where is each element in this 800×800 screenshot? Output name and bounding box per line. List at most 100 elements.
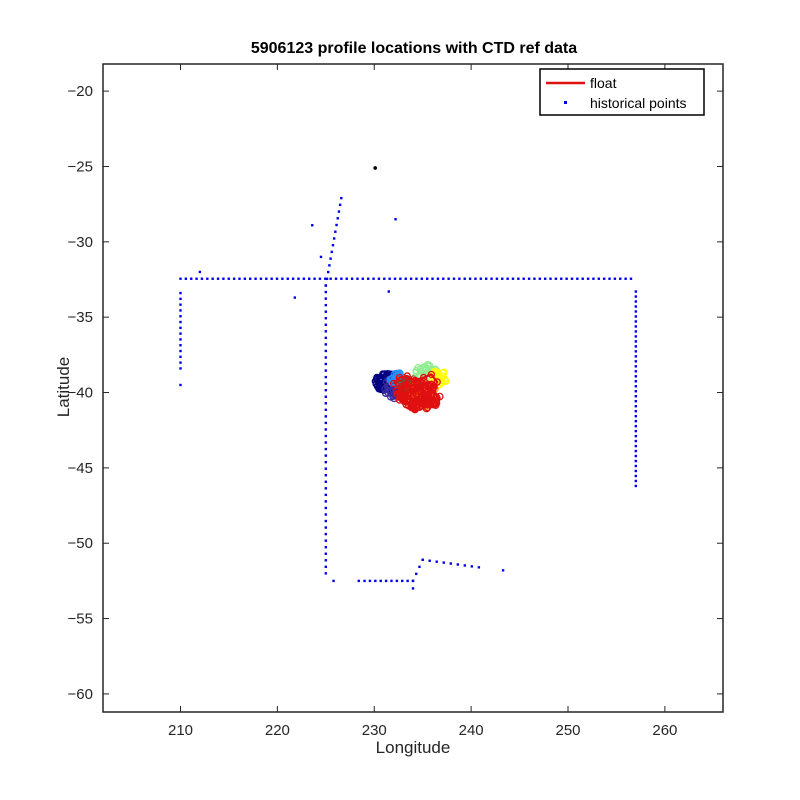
historical-point bbox=[490, 277, 493, 280]
historical-point bbox=[511, 277, 515, 280]
historical-point bbox=[324, 559, 328, 562]
x-tick-label: 240 bbox=[459, 722, 484, 739]
historical-point bbox=[415, 277, 418, 280]
historical-point bbox=[449, 562, 452, 565]
historical-point bbox=[275, 277, 279, 280]
historical-point bbox=[634, 365, 638, 368]
y-axis-label: Latitude bbox=[54, 357, 73, 418]
historical-point bbox=[379, 579, 382, 583]
float-point bbox=[425, 382, 434, 391]
legend-historical-swatch bbox=[564, 101, 567, 104]
historical-point bbox=[479, 277, 483, 280]
legend-historical-label: historical points bbox=[590, 95, 687, 111]
cluster-point bbox=[378, 371, 387, 380]
historical-point bbox=[576, 277, 579, 280]
historical-point bbox=[324, 552, 328, 555]
historical-point bbox=[634, 400, 638, 403]
historical-point bbox=[522, 277, 525, 280]
historical-point bbox=[216, 277, 220, 280]
historical-point bbox=[634, 340, 638, 343]
legend: float historical points bbox=[539, 68, 705, 116]
historical-point bbox=[463, 564, 467, 567]
historical-point bbox=[265, 277, 268, 280]
historical-point bbox=[297, 277, 300, 280]
historical-point bbox=[447, 277, 450, 280]
historical-point bbox=[324, 572, 328, 575]
historical-point bbox=[324, 375, 328, 379]
historical-point bbox=[608, 277, 611, 280]
float-point bbox=[397, 382, 406, 391]
historical-point bbox=[634, 484, 638, 488]
historical-point bbox=[372, 277, 375, 280]
historical-point bbox=[549, 277, 552, 280]
historical-point bbox=[409, 277, 413, 280]
historical-point bbox=[259, 277, 263, 280]
historical-point bbox=[324, 467, 328, 470]
historical-point bbox=[324, 434, 328, 438]
historical-point bbox=[634, 395, 638, 398]
float-point bbox=[427, 370, 436, 379]
historical-point bbox=[324, 493, 328, 497]
historical-point bbox=[387, 290, 390, 293]
historical-point bbox=[634, 385, 638, 388]
historical-point bbox=[190, 277, 193, 280]
historical-point bbox=[324, 277, 327, 280]
historical-point bbox=[324, 330, 328, 333]
historical-point bbox=[324, 421, 328, 425]
y-tick-label: −25 bbox=[68, 158, 93, 175]
historical-point bbox=[179, 326, 182, 330]
historical-point bbox=[179, 383, 182, 387]
y-tick-label: −20 bbox=[68, 83, 93, 100]
historical-point bbox=[179, 344, 182, 347]
historical-point bbox=[324, 565, 328, 569]
historical-point bbox=[554, 277, 558, 280]
historical-point bbox=[334, 277, 338, 280]
chart-title: 5906123 profile locations with CTD ref d… bbox=[251, 40, 577, 57]
historical-point bbox=[179, 367, 182, 370]
historical-point bbox=[390, 579, 393, 583]
historical-point bbox=[634, 380, 638, 383]
historical-point bbox=[411, 587, 415, 590]
historical-point bbox=[324, 487, 328, 490]
historical-point bbox=[324, 290, 328, 294]
historical-point bbox=[634, 310, 638, 313]
cluster-point bbox=[394, 369, 403, 378]
historical-point bbox=[634, 315, 638, 318]
y-tick-label: −45 bbox=[68, 460, 93, 477]
historical-point bbox=[319, 255, 323, 259]
historical-point bbox=[302, 277, 306, 280]
historical-point bbox=[324, 532, 328, 536]
plot-marks bbox=[179, 166, 638, 590]
cluster-point bbox=[412, 368, 421, 377]
historical-point bbox=[613, 277, 617, 280]
historical-point bbox=[538, 277, 542, 280]
historical-point bbox=[366, 277, 370, 280]
historical-point bbox=[592, 277, 595, 280]
historical-point bbox=[361, 277, 365, 280]
historical-point bbox=[336, 217, 339, 220]
historical-point bbox=[452, 277, 456, 280]
historical-point bbox=[468, 277, 472, 280]
historical-point bbox=[184, 277, 188, 280]
y-tick-label: −60 bbox=[68, 686, 93, 703]
historical-point bbox=[634, 474, 638, 478]
historical-point bbox=[179, 291, 182, 295]
x-tick-label: 250 bbox=[555, 722, 580, 739]
historical-point bbox=[222, 277, 225, 280]
historical-point bbox=[543, 277, 547, 280]
historical-point bbox=[324, 323, 328, 326]
historical-point bbox=[195, 277, 198, 280]
historical-point bbox=[474, 277, 477, 280]
historical-point bbox=[350, 277, 354, 280]
historical-point bbox=[293, 296, 297, 299]
historical-point bbox=[634, 404, 638, 408]
historical-point bbox=[324, 408, 328, 412]
historical-point bbox=[324, 415, 328, 418]
historical-point bbox=[340, 277, 343, 280]
historical-point bbox=[254, 277, 257, 280]
historical-point bbox=[501, 569, 505, 572]
historical-point bbox=[634, 449, 638, 453]
historical-point bbox=[326, 270, 330, 274]
historical-point bbox=[634, 464, 638, 468]
historical-point bbox=[411, 579, 415, 583]
